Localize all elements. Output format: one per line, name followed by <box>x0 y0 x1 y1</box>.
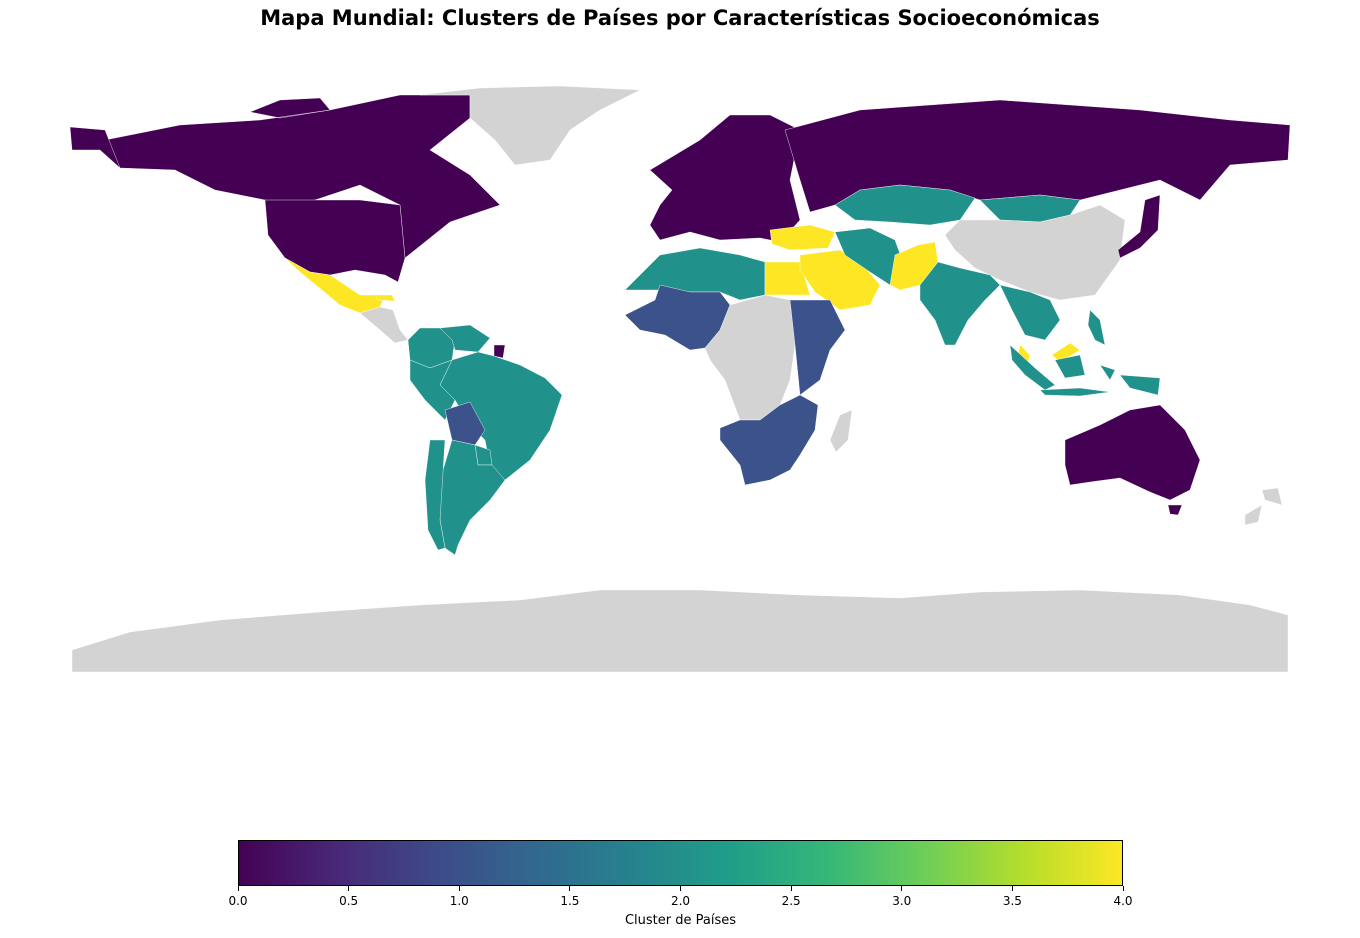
region-indonesia <box>1009 344 1161 397</box>
region-philippines <box>1087 309 1106 346</box>
colorbar-tick-label: 3.0 <box>892 894 912 908</box>
region-greenland <box>419 85 641 166</box>
colorbar-tick-label: 4.0 <box>1113 894 1133 908</box>
region-kazakhstan <box>834 184 976 226</box>
region-southeast-asia <box>999 284 1061 341</box>
region-turkey <box>769 224 836 251</box>
region-bolivia <box>444 401 486 446</box>
colorbar-tick-label: 2.5 <box>781 894 801 908</box>
colorbar-tick-mark <box>569 886 571 891</box>
region-mexico <box>284 257 386 314</box>
region-china <box>944 204 1126 301</box>
colorbar-tick-mark <box>680 886 681 891</box>
region-india <box>919 261 1001 346</box>
region-australia <box>1064 404 1201 516</box>
region-egypt <box>764 261 811 296</box>
region-antarctica <box>71 589 1289 673</box>
colorbar-tick-mark <box>790 886 792 891</box>
colorbar-tick-mark <box>348 886 350 891</box>
region-french-guiana <box>493 344 506 359</box>
region-japan <box>1117 194 1161 259</box>
region-new-zealand <box>1244 487 1283 526</box>
colorbar-tick-mark <box>237 886 239 891</box>
colorbar-tick-label: 2.0 <box>670 894 691 908</box>
world-map <box>69 85 1291 673</box>
region-united-states <box>264 199 406 283</box>
region-europe <box>649 114 801 243</box>
colorbar-tick-mark <box>901 886 903 891</box>
region-cuba <box>374 294 396 302</box>
colorbar-tick-mark <box>1011 886 1013 891</box>
colorbar-label: Cluster de Países <box>624 913 737 928</box>
region-chile <box>424 439 446 551</box>
region-east-africa <box>789 299 846 396</box>
region-central-america <box>359 306 409 344</box>
region-southern-africa <box>719 394 819 486</box>
map-title: Mapa Mundial: Clusters de Países por Car… <box>260 6 1100 30</box>
colorbar <box>238 840 1123 886</box>
region-madagascar <box>829 409 853 453</box>
colorbar-tick-label: 1.0 <box>449 894 469 908</box>
colorbar-tick-mark <box>458 886 460 891</box>
colorbar-tick-label: 3.5 <box>1002 894 1022 908</box>
colorbar-tick-mark <box>1122 886 1124 891</box>
colorbar-tick-label: 0.0 <box>228 894 248 908</box>
region-peru <box>409 359 456 421</box>
colorbar-tick-label: 1.5 <box>560 894 580 908</box>
colorbar-tick-label: 0.5 <box>339 894 359 908</box>
region-alaska <box>69 126 121 169</box>
